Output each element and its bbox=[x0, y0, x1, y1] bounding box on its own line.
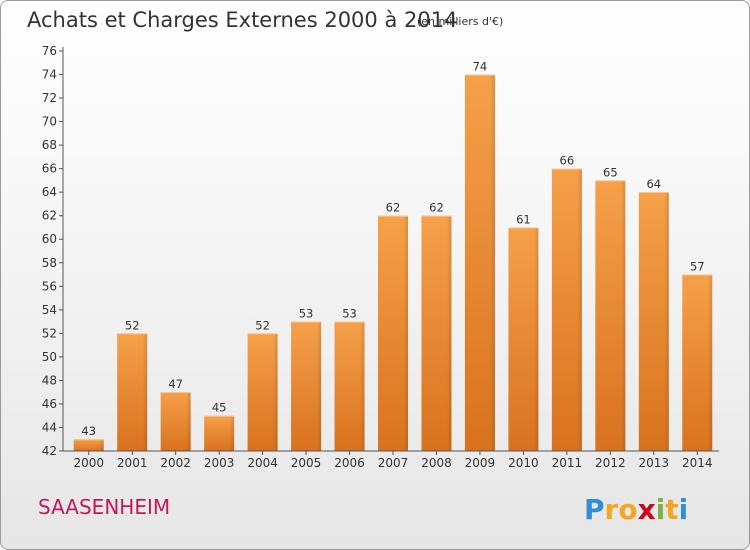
y-tick-label: 56 bbox=[42, 279, 57, 293]
bar-value-label: 64 bbox=[646, 177, 661, 191]
bars: 43 52 47 45 52 53 53 62 62 74 61 66 65 64 57 bbox=[73, 60, 713, 452]
x-tick-label: 2013 bbox=[639, 456, 670, 470]
x-tick-label: 2003 bbox=[204, 456, 235, 470]
bar-value-label: 53 bbox=[342, 307, 357, 321]
bar-shade bbox=[117, 333, 148, 451]
x-tick-label: 2014 bbox=[682, 456, 713, 470]
bar-shade bbox=[378, 215, 408, 451]
bar-value-label: 66 bbox=[560, 154, 575, 168]
bar-group: 61 bbox=[508, 212, 539, 451]
x-tick-label: 2004 bbox=[247, 456, 278, 470]
bar-shade bbox=[595, 180, 626, 452]
bar-group: 62 bbox=[378, 201, 408, 451]
bar-value-label: 45 bbox=[212, 401, 227, 415]
bar-value-label: 53 bbox=[299, 307, 314, 321]
bar-group: 57 bbox=[682, 260, 713, 451]
chart-subtitle: (en milliers d'€) bbox=[417, 15, 503, 28]
bar-shade bbox=[464, 74, 495, 451]
proxiti-logo: Proxiti bbox=[584, 493, 688, 526]
bar-value-label: 61 bbox=[516, 212, 531, 226]
bar-group: 65 bbox=[595, 165, 626, 452]
bar-shade bbox=[334, 321, 365, 451]
y-tick-label: 70 bbox=[42, 115, 57, 129]
y-tick-label: 60 bbox=[42, 232, 57, 246]
x-tick-label: 2011 bbox=[552, 456, 583, 470]
logo-letter: r bbox=[605, 493, 619, 526]
bar-value-label: 62 bbox=[429, 201, 444, 215]
bar-value-label: 52 bbox=[255, 318, 270, 332]
bar-group: 47 bbox=[160, 377, 191, 451]
y-tick-label: 48 bbox=[42, 373, 57, 387]
logo-letter: i bbox=[679, 493, 689, 526]
bar-shade bbox=[682, 274, 713, 451]
x-tick-label: 2007 bbox=[378, 456, 409, 470]
x-tick-label: 2002 bbox=[160, 456, 191, 470]
bar-value-label: 52 bbox=[125, 318, 140, 332]
y-tick-label: 58 bbox=[42, 256, 57, 270]
logo-letter: P bbox=[584, 493, 605, 526]
bar-group: 74 bbox=[464, 60, 495, 451]
y-tick-label: 62 bbox=[42, 209, 57, 223]
bar-shade bbox=[291, 321, 322, 451]
bar-value-label: 43 bbox=[81, 424, 96, 438]
y-tick-label: 46 bbox=[42, 397, 57, 411]
x-tick-label: 2000 bbox=[73, 456, 104, 470]
bar-value-label: 47 bbox=[168, 377, 183, 391]
y-tick-label: 50 bbox=[42, 350, 57, 364]
bar-group: 45 bbox=[204, 401, 235, 451]
x-tick-label: 2008 bbox=[421, 456, 452, 470]
y-tick-label: 54 bbox=[42, 303, 57, 317]
logo-letter: x bbox=[638, 493, 656, 526]
bar-shade bbox=[508, 227, 539, 451]
y-tick-label: 66 bbox=[42, 162, 57, 176]
y-tick-label: 76 bbox=[42, 44, 57, 58]
bar-value-label: 74 bbox=[473, 60, 488, 74]
y-tick-label: 72 bbox=[42, 91, 57, 105]
chart-title: Achats et Charges Externes 2000 à 2014 bbox=[27, 8, 457, 32]
y-tick-label: 64 bbox=[42, 185, 57, 199]
x-tick-label: 2010 bbox=[508, 456, 539, 470]
bar-group: 52 bbox=[117, 318, 148, 451]
commune-name: SAASENHEIM bbox=[38, 495, 170, 519]
bar-group: 43 bbox=[73, 424, 104, 451]
bar-group: 62 bbox=[421, 201, 452, 451]
x-tick-label: 2012 bbox=[595, 456, 626, 470]
y-tick-label: 44 bbox=[42, 420, 57, 434]
bar-value-label: 57 bbox=[690, 260, 705, 274]
bar-group: 64 bbox=[638, 177, 669, 452]
y-tick-label: 42 bbox=[42, 444, 57, 458]
bar-value-label: 62 bbox=[386, 201, 401, 215]
bar-shade bbox=[247, 333, 278, 451]
y-tick-label: 74 bbox=[42, 68, 57, 82]
x-tick-label: 2009 bbox=[465, 456, 496, 470]
logo-letter: t bbox=[665, 493, 678, 526]
bar-shade bbox=[551, 168, 582, 451]
y-axis: 42 44 46 48 50 52 54 56 58 60 62 64 66 68 70 72 74 76 bbox=[42, 44, 64, 458]
bar-group: 66 bbox=[551, 154, 582, 451]
bar-group: 52 bbox=[247, 318, 278, 451]
x-axis: 2000 2001 2002 2003 2004 2005 2006 2007 2008 2009… bbox=[63, 450, 719, 470]
bar-shade bbox=[421, 215, 452, 451]
bar-value-label: 65 bbox=[603, 165, 618, 179]
bar-group: 53 bbox=[291, 307, 322, 451]
x-tick-label: 2005 bbox=[291, 456, 322, 470]
y-tick-label: 68 bbox=[42, 138, 57, 152]
bar-shade bbox=[160, 392, 191, 451]
bar-shade bbox=[638, 192, 669, 452]
bar-shade bbox=[73, 439, 104, 451]
logo-letter: o bbox=[618, 493, 637, 526]
y-tick-label: 52 bbox=[42, 326, 57, 340]
bar-group: 53 bbox=[334, 307, 365, 451]
logo-letter: i bbox=[656, 493, 666, 526]
bar-shade bbox=[204, 415, 235, 451]
x-tick-label: 2001 bbox=[117, 456, 148, 470]
x-tick-label: 2006 bbox=[334, 456, 365, 470]
